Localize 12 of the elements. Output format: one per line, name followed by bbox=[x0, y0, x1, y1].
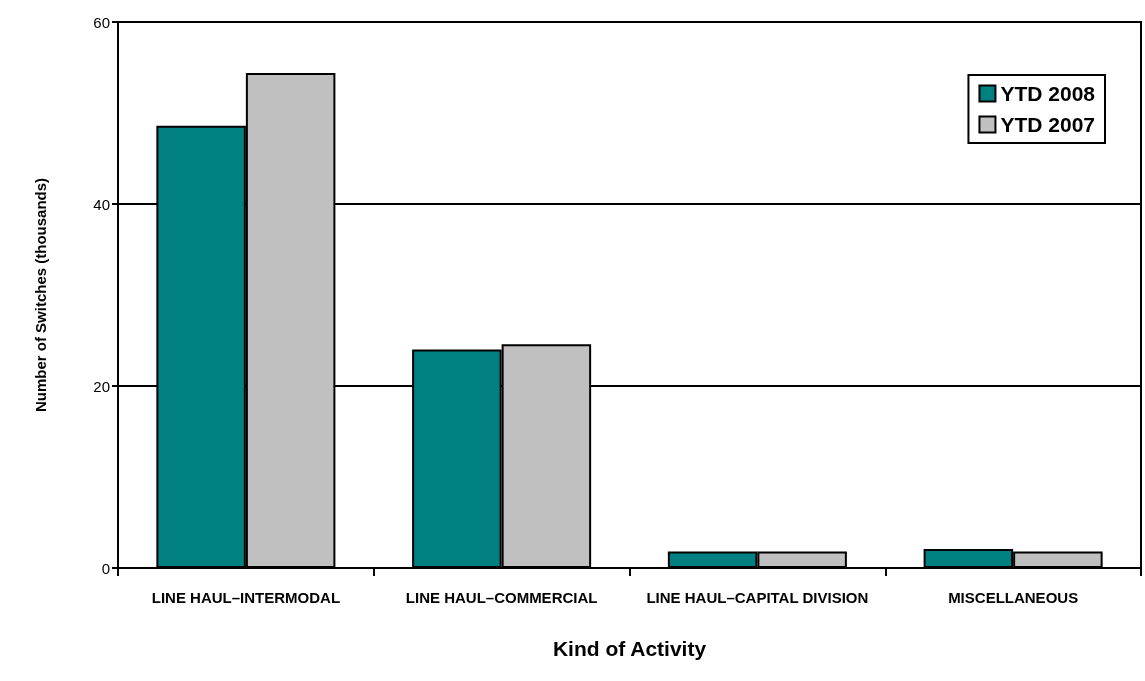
x-tick-label: LINE HAUL–COMMERCIAL bbox=[405, 589, 598, 606]
legend-label: YTD 2007 bbox=[1000, 113, 1096, 136]
y-axis-title: Number of Switches (thousands) bbox=[32, 177, 49, 413]
x-axis-title: Kind of Activity bbox=[552, 637, 707, 660]
legend-label: YTD 2008 bbox=[1000, 82, 1096, 105]
x-tick-label: MISCELLANEOUS bbox=[948, 589, 1079, 606]
x-tick-label: LINE HAUL–CAPITAL DIVISION bbox=[646, 589, 869, 606]
y-tick-label: 60 bbox=[93, 13, 110, 31]
y-tick-label: 0 bbox=[101, 559, 110, 577]
y-tick-label: 40 bbox=[93, 195, 110, 213]
x-tick-label: LINE HAUL–INTERMODAL bbox=[151, 589, 341, 606]
y-tick-label: 20 bbox=[93, 377, 110, 395]
